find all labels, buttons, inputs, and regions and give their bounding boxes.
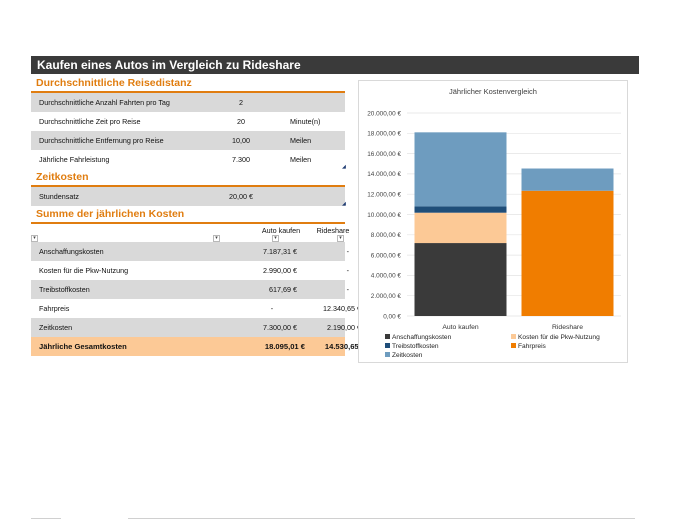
cell-rideshare: - [346, 266, 349, 275]
bar-segment [521, 190, 614, 316]
total-label: Jährliche Gesamtkosten [39, 342, 127, 351]
legend-label: Fahrpreis [518, 343, 546, 350]
table-row[interactable]: Stundensatz 20,00 € [31, 187, 345, 206]
legend-label: Kosten für die Pkw-Nutzung [518, 334, 600, 341]
row-label: Stundensatz [39, 192, 79, 201]
row-label: Anschaffungskosten [39, 247, 104, 256]
y-tick-label: 18.000,00 € [367, 131, 401, 138]
section-heading-time: Zeitkosten [31, 169, 345, 187]
column-header-car: Auto kaufen [261, 226, 301, 235]
x-tick-label: Auto kaufen [442, 324, 478, 331]
row-label: Jährliche Fahrleistung [39, 155, 110, 164]
row-value[interactable]: 20 [237, 117, 245, 126]
total-rideshare: 14.530,65 € [324, 342, 365, 351]
bar-segment [414, 132, 507, 207]
y-tick-label: 20.000,00 € [367, 110, 401, 117]
y-tick-label: 0,00 € [383, 313, 401, 320]
y-tick-label: 14.000,00 € [367, 171, 401, 178]
cell-car: 7.300,00 € [263, 323, 297, 332]
table-row[interactable]: Treibstoffkosten 617,69 € - [31, 280, 349, 299]
legend-swatch [385, 343, 390, 348]
legend-label: Treibstoffkosten [392, 343, 439, 350]
cell-car: 617,69 € [269, 285, 297, 294]
cell-rideshare: - [346, 247, 349, 256]
y-tick-label: 6.000,00 € [371, 252, 402, 259]
y-tick-label: 12.000,00 € [367, 192, 401, 199]
row-label: Durchschnittliche Entfernung pro Reise [39, 136, 164, 145]
bar-segment [414, 206, 507, 213]
legend-swatch [511, 334, 516, 339]
row-value[interactable]: 10,00 [232, 136, 250, 145]
filter-dropdown-icon[interactable]: ▾ [272, 235, 279, 242]
y-tick-label: 16.000,00 € [367, 151, 401, 158]
row-unit: Meilen [290, 155, 312, 164]
row-label: Treibstoffkosten [39, 285, 90, 294]
filter-dropdown-icon[interactable]: ▾ [213, 235, 220, 242]
table-row[interactable]: Durchschnittliche Zeit pro Reise 20 Minu… [31, 112, 345, 131]
cell-rideshare: - [346, 285, 349, 294]
table-header-row: Auto kaufen Rideshare [31, 224, 350, 243]
row-label: Zeitkosten [39, 323, 73, 332]
bar-segment [521, 168, 614, 191]
section-heading-distance: Durchschnittliche Reisedistanz [31, 75, 345, 93]
row-label: Durchschnittliche Anzahl Fahrten pro Tag [39, 98, 170, 107]
table-row[interactable]: Anschaffungskosten 7.187,31 € - [31, 242, 349, 261]
table-resize-handle-icon[interactable]: ◢ [342, 201, 346, 207]
section-heading-annual: Summe der jährlichen Kosten [31, 206, 345, 224]
table-row[interactable]: Kosten für die Pkw-Nutzung 2.990,00 € - [31, 261, 349, 280]
y-tick-label: 8.000,00 € [371, 232, 402, 239]
total-row[interactable]: Jährliche Gesamtkosten 18.095,01 € 14.53… [31, 337, 365, 356]
table-row[interactable]: Zeitkosten 7.300,00 € 2.190,00 € [31, 318, 361, 337]
filter-dropdown-icon[interactable]: ▾ [337, 235, 344, 242]
column-header-rideshare: Rideshare [316, 226, 350, 235]
legend-item: Anschaffungskosten [385, 334, 451, 341]
sheet-title: Kaufen eines Autos im Vergleich zu Rides… [31, 56, 639, 74]
cost-comparison-chart[interactable]: Jährlicher Kostenvergleich 0,00 € 2.000,0… [358, 80, 628, 363]
table-row[interactable]: Durchschnittliche Entfernung pro Reise 1… [31, 131, 345, 150]
legend-item: Zeitkosten [385, 352, 422, 359]
table-row[interactable]: Durchschnittliche Anzahl Fahrten pro Tag… [31, 93, 345, 112]
row-value: 7.300 [232, 155, 250, 164]
legend-item: Treibstoffkosten [385, 343, 439, 350]
chart-plot: 0,00 € 2.000,00 € 4.000,00 € 6.000,00 € 8.00… [367, 110, 621, 331]
cell-car: - [270, 304, 274, 313]
legend-swatch [385, 352, 390, 357]
y-tick-label: 10.000,00 € [367, 212, 401, 219]
chart-title: Jährlicher Kostenvergleich [449, 87, 537, 96]
y-tick-label: 2.000,00 € [371, 293, 402, 300]
cell-car: 2.990,00 € [263, 266, 297, 275]
divider [128, 518, 635, 519]
row-value[interactable]: 20,00 € [229, 192, 253, 201]
table-row[interactable]: Jährliche Fahrleistung 7.300 Meilen [31, 150, 345, 169]
x-tick-label: Rideshare [552, 324, 583, 331]
legend-label: Anschaffungskosten [392, 334, 452, 341]
row-value[interactable]: 2 [239, 98, 243, 107]
filter-dropdown-icon[interactable]: ▾ [31, 235, 38, 242]
bar-segment [414, 212, 507, 244]
divider [31, 518, 61, 519]
legend-swatch [385, 334, 390, 339]
y-tick-label: 4.000,00 € [371, 273, 402, 280]
row-unit: Minute(n) [290, 117, 321, 126]
legend-item: Kosten für die Pkw-Nutzung [511, 334, 600, 341]
bar-segment [414, 243, 507, 316]
legend-label: Zeitkosten [392, 352, 423, 359]
row-unit: Meilen [290, 136, 312, 145]
row-label: Durchschnittliche Zeit pro Reise [39, 117, 141, 126]
cell-rideshare: 2.190,00 € [327, 323, 361, 332]
cell-rideshare: 12.340,65 € [323, 304, 361, 313]
cell-car: 7.187,31 € [263, 247, 297, 256]
legend-swatch [511, 343, 516, 348]
legend-item: Fahrpreis [511, 343, 546, 350]
total-car: 18.095,01 € [264, 342, 305, 351]
table-resize-handle-icon[interactable]: ◢ [342, 164, 346, 170]
table-row[interactable]: Fahrpreis - 12.340,65 € [31, 299, 361, 318]
row-label: Fahrpreis [39, 304, 70, 313]
row-label: Kosten für die Pkw-Nutzung [39, 266, 129, 275]
